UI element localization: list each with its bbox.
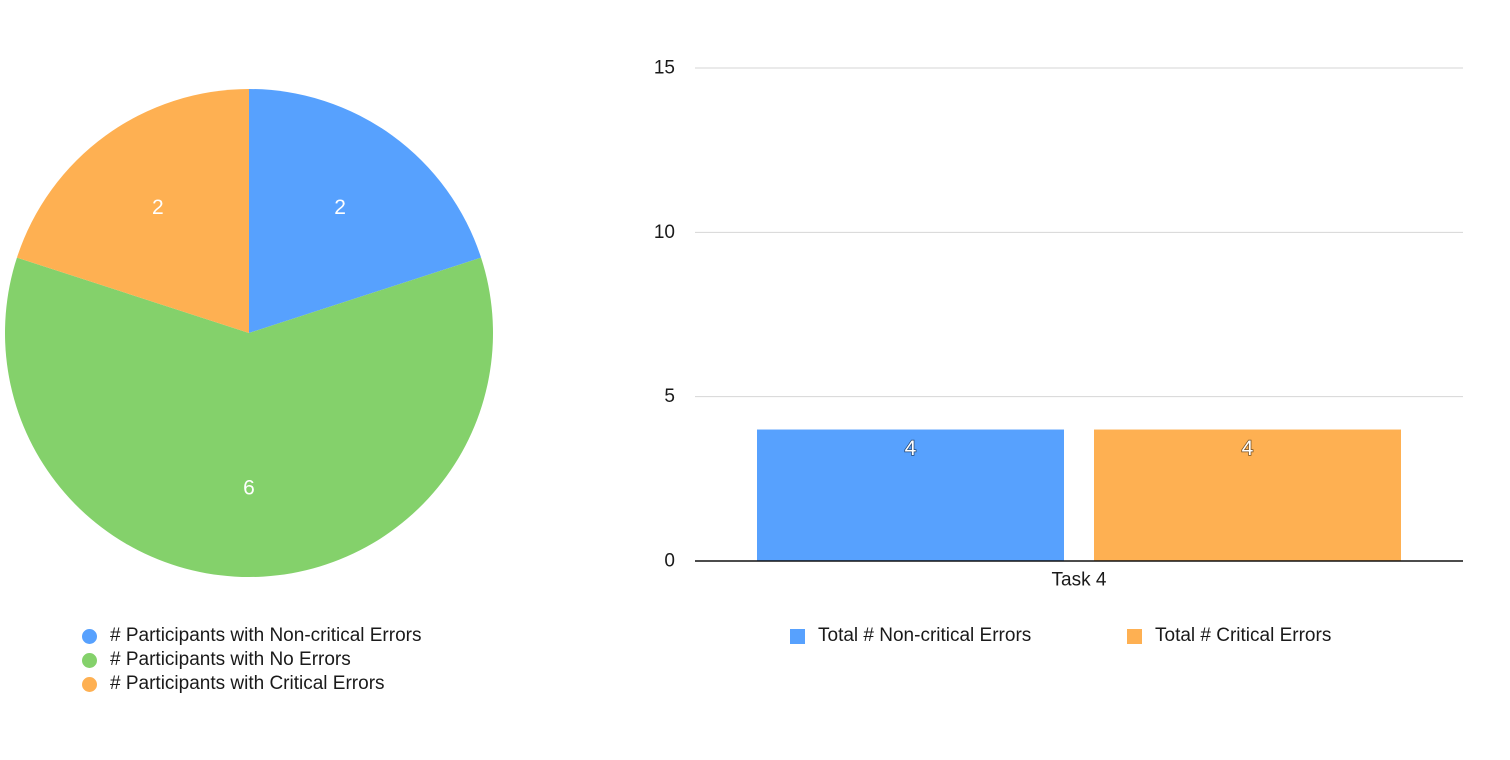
- x-tick-label: Task 4: [1052, 570, 1107, 591]
- bar-data-label: 4: [1242, 437, 1254, 460]
- pie-slice-label: 6: [243, 477, 255, 500]
- bar-legend-item: Total # Non-critical Errors: [790, 624, 1127, 648]
- bar-legend: Total # Non-critical Errors Total # Crit…: [790, 624, 1464, 648]
- pie-legend-swatch: [82, 628, 97, 644]
- pie-slice: [249, 89, 482, 333]
- bar-legend-swatch: [1127, 628, 1142, 644]
- pie-slice: [4, 257, 494, 577]
- pie-slice: [16, 89, 249, 333]
- bar-legend-label: Total # Critical Errors: [1155, 625, 1332, 646]
- y-tick-label: 5: [664, 386, 675, 407]
- pie-legend: # Participants with Non-critical Errors …: [82, 624, 421, 696]
- bar-data-label: 4: [905, 437, 917, 460]
- pie-legend-swatch: [82, 652, 97, 668]
- pie-slice-label: 2: [152, 196, 164, 219]
- pie-legend-swatch: [82, 676, 97, 692]
- pie-legend-item: # Participants with No Errors: [82, 648, 421, 672]
- pie-slice-label: 2: [334, 196, 346, 219]
- bar-legend-item: Total # Critical Errors: [1127, 624, 1464, 648]
- pie-legend-label: # Participants with No Errors: [110, 649, 351, 670]
- y-tick-label: 10: [654, 222, 675, 243]
- pie-legend-label: # Participants with Critical Errors: [110, 673, 385, 694]
- y-tick-label: 0: [664, 551, 675, 572]
- pie-chart: 2 6 2: [4, 89, 494, 577]
- bar-legend-swatch: [790, 628, 805, 644]
- bar-chart: 0 5 10 15 4 4 Task 4: [654, 58, 1463, 591]
- pie-legend-label: # Participants with Non-critical Errors: [110, 625, 422, 646]
- pie-legend-item: # Participants with Non-critical Errors: [82, 624, 421, 648]
- bar: [757, 429, 1064, 561]
- pie-legend-item: # Participants with Critical Errors: [82, 672, 421, 696]
- y-tick-label: 15: [654, 58, 675, 79]
- bar: [1094, 429, 1401, 561]
- bar-legend-label: Total # Non-critical Errors: [818, 625, 1032, 646]
